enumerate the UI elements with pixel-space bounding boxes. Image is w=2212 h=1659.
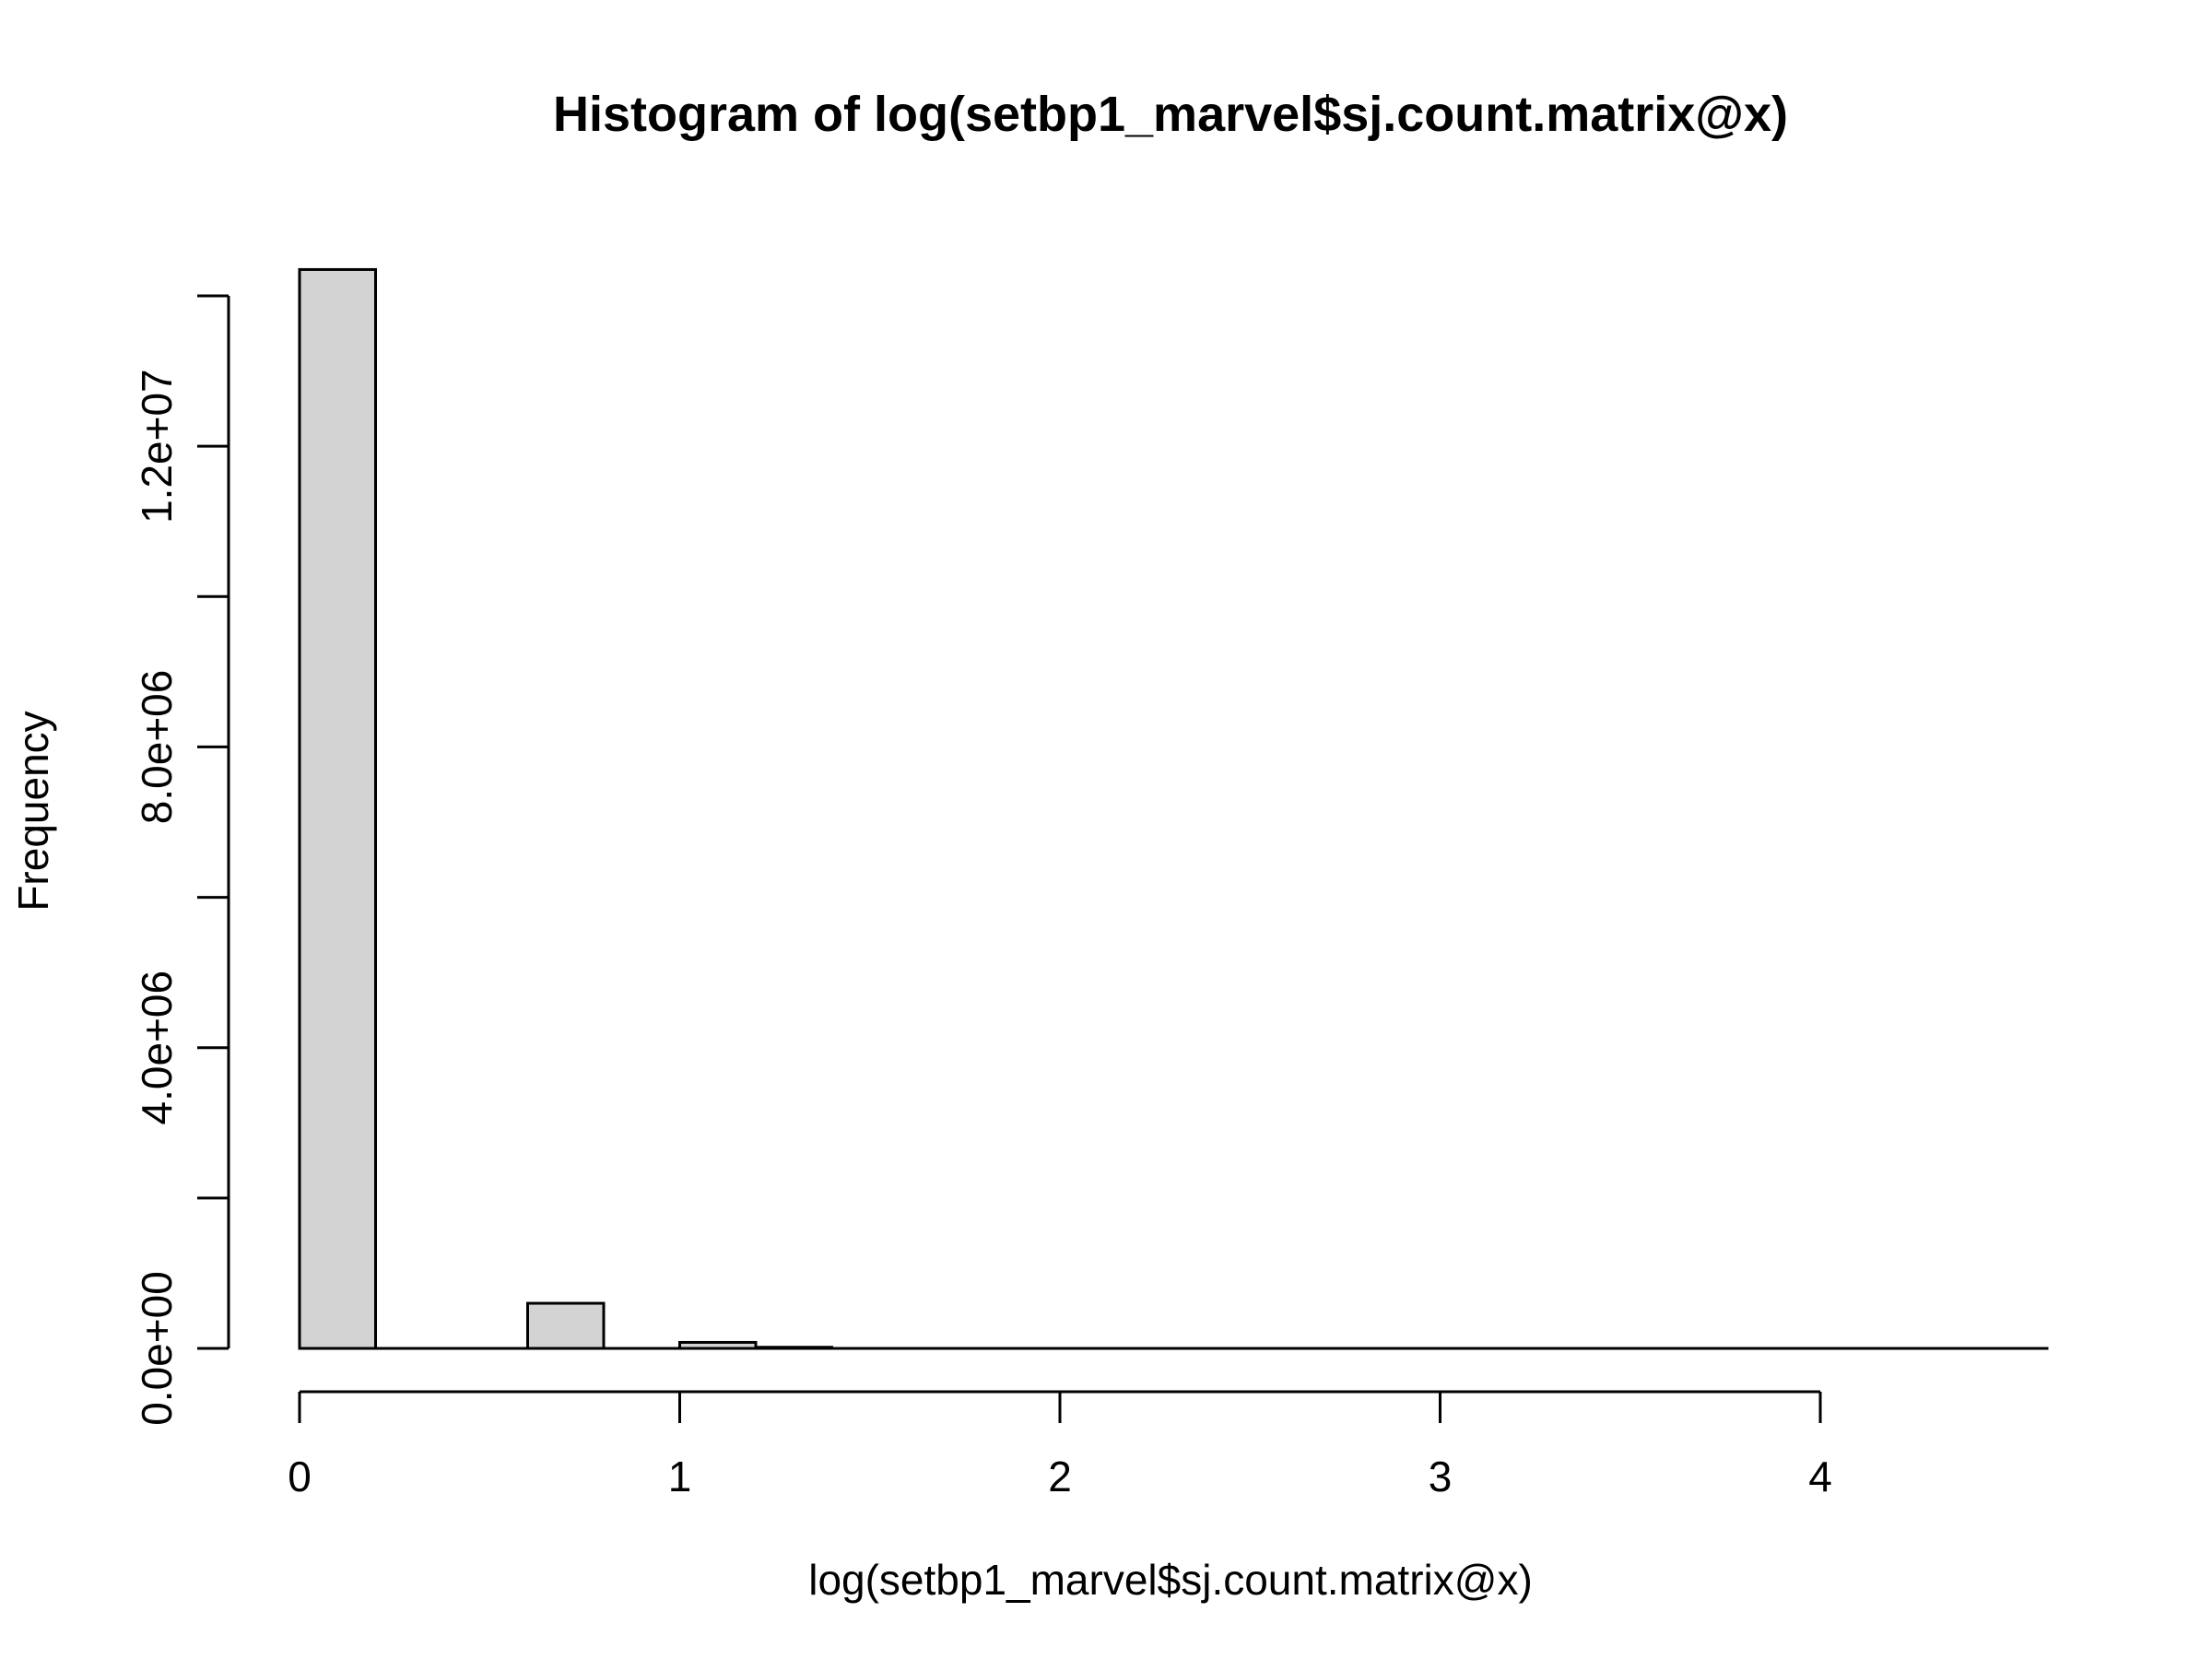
- x-tick-label: 0: [288, 1453, 312, 1500]
- y-tick-label: 1.2e+07: [133, 369, 181, 524]
- y-tick-label: 8.0e+06: [133, 670, 181, 825]
- x-tick-label: 1: [668, 1453, 692, 1500]
- x-axis-label: log(setbp1_marvel$sj.count.matrix@x): [808, 1556, 1533, 1604]
- x-tick-label: 2: [1048, 1453, 1072, 1500]
- y-tick-label: 0.0e+00: [133, 1271, 181, 1426]
- histogram-bar: [526, 1301, 606, 1350]
- x-tick-label: 4: [1808, 1453, 1832, 1500]
- chart-title: Histogram of log(setbp1_marvel$sj.count.…: [553, 87, 1788, 142]
- y-axis-label: Frequency: [9, 711, 57, 911]
- y-axis: 0.0e+00 4.0e+06 8.0e+06 1.2e+07: [133, 294, 230, 1426]
- histogram-bar: [298, 267, 377, 1350]
- x-axis: 0 1 2 3 4: [288, 1390, 1832, 1500]
- x-tick-label: 3: [1429, 1453, 1453, 1500]
- bars-group: [298, 267, 2049, 1350]
- y-tick-label: 4.0e+06: [133, 971, 181, 1125]
